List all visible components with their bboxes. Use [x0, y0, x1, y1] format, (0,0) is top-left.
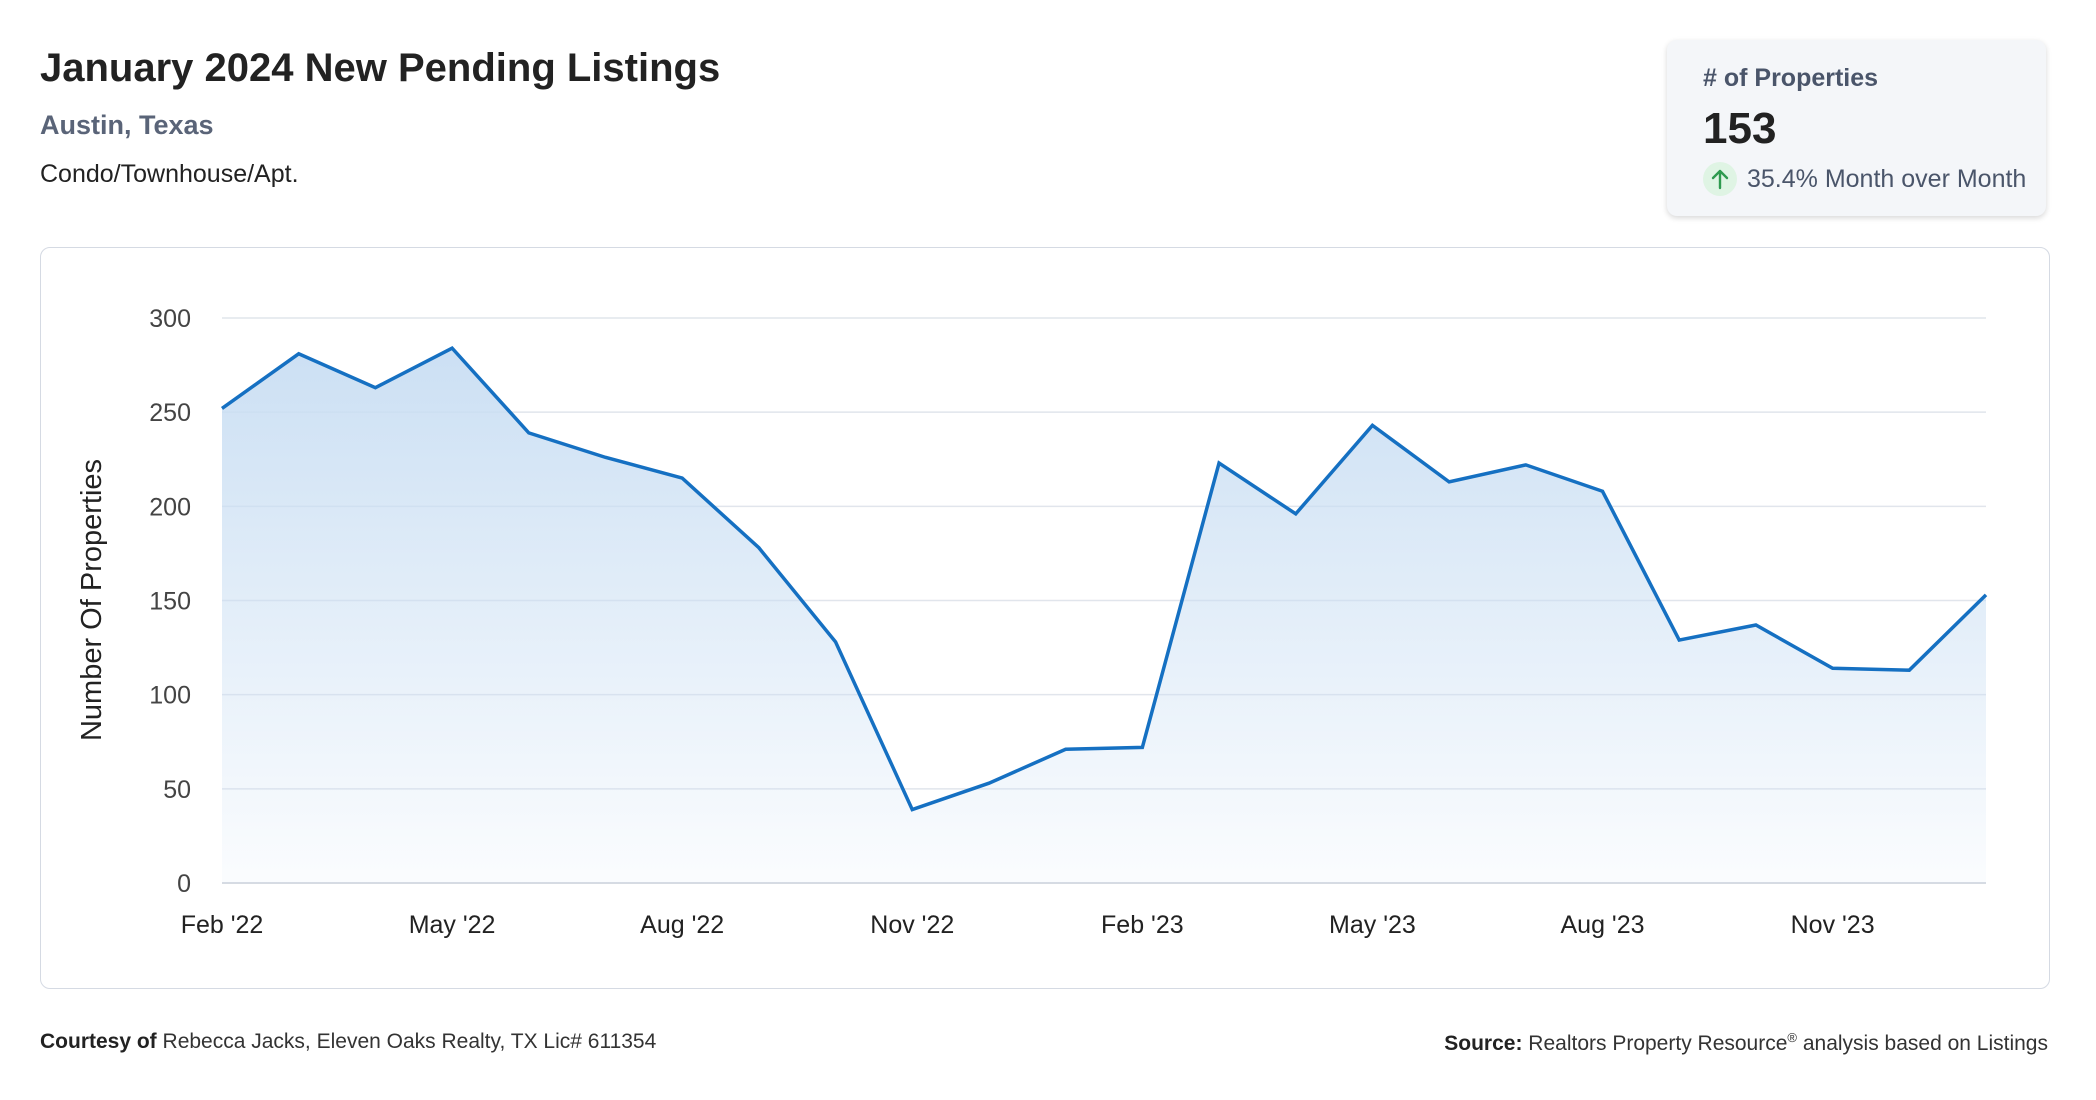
y-tick-label: 300	[149, 305, 191, 333]
property-type-label: Condo/Townhouse/Apt.	[40, 160, 299, 188]
data-point[interactable]	[523, 427, 535, 439]
data-point[interactable]	[676, 472, 688, 484]
data-point[interactable]	[830, 636, 842, 648]
x-tick-label: Feb '22	[181, 911, 264, 939]
source-label: Source:	[1444, 1032, 1523, 1055]
stat-value: 153	[1703, 104, 1777, 153]
x-tick-label: Aug '22	[640, 911, 724, 939]
data-point[interactable]	[599, 451, 611, 463]
y-tick-label: 50	[163, 776, 191, 804]
data-point[interactable]	[1827, 662, 1839, 674]
data-point[interactable]	[1213, 457, 1225, 469]
y-axis-label: Number Of Properties	[76, 459, 108, 741]
registered-mark: ®	[1787, 1030, 1797, 1045]
data-point[interactable]	[216, 402, 228, 414]
x-tick-label: Aug '23	[1561, 911, 1645, 939]
source-text: Realtors Property Resource	[1528, 1032, 1788, 1055]
y-tick-label: 250	[149, 399, 191, 427]
data-point[interactable]	[446, 342, 458, 354]
data-point[interactable]	[1290, 508, 1302, 520]
y-tick-label: 200	[149, 493, 191, 521]
data-point[interactable]	[1597, 485, 1609, 497]
data-point[interactable]	[293, 348, 305, 360]
page-title: January 2024 New Pending Listings	[40, 46, 721, 90]
stat-card: # of Properties 153 35.4% Month over Mon…	[1667, 40, 2046, 216]
source-text-suffix: analysis based on Listings	[1797, 1032, 2048, 1055]
x-tick-label: May '23	[1329, 911, 1416, 939]
area-fill	[222, 348, 1986, 884]
courtesy-text: Rebecca Jacks, Eleven Oaks Realty, TX Li…	[162, 1030, 657, 1053]
chart-panel: 0 50 100 150 200 250 300 Feb '22 May '22 Aug '22…	[40, 247, 2050, 989]
data-point[interactable]	[1366, 419, 1378, 431]
courtesy-footer: Courtesy of Rebecca Jacks, Eleven Oaks R…	[40, 1030, 656, 1054]
data-point[interactable]	[1520, 459, 1532, 471]
courtesy-label: Courtesy of	[40, 1030, 157, 1053]
data-point[interactable]	[1136, 741, 1148, 753]
data-point[interactable]	[1673, 634, 1685, 646]
y-tick-label: 150	[149, 588, 191, 616]
data-point[interactable]	[983, 777, 995, 789]
y-tick-label: 100	[149, 682, 191, 710]
data-point[interactable]	[753, 542, 765, 554]
y-tick-label: 0	[177, 870, 191, 898]
data-point[interactable]	[1903, 664, 1915, 676]
x-tick-label: Feb '23	[1101, 911, 1184, 939]
source-footer: Source: Realtors Property Resource® anal…	[1444, 1030, 2048, 1056]
data-point[interactable]	[1980, 589, 1992, 601]
line-chart: 0 50 100 150 200 250 300 Feb '22 May '22 Aug '22…	[76, 305, 1992, 939]
series-line	[220, 345, 1988, 812]
data-point[interactable]	[1443, 476, 1455, 488]
stat-change: 35.4% Month over Month	[1703, 162, 2026, 196]
x-tick-label: Nov '23	[1791, 911, 1875, 939]
stat-change-text: 35.4% Month over Month	[1747, 164, 2027, 193]
data-point[interactable]	[906, 804, 918, 816]
x-tick-label: Nov '22	[870, 911, 954, 939]
arrow-up-icon	[1703, 162, 1737, 196]
data-point[interactable]	[1750, 619, 1762, 631]
data-point[interactable]	[1060, 743, 1072, 755]
data-point[interactable]	[369, 382, 381, 394]
x-tick-label: May '22	[409, 911, 496, 939]
stat-label: # of Properties	[1703, 64, 1879, 92]
location-label: Austin, Texas	[40, 110, 214, 140]
